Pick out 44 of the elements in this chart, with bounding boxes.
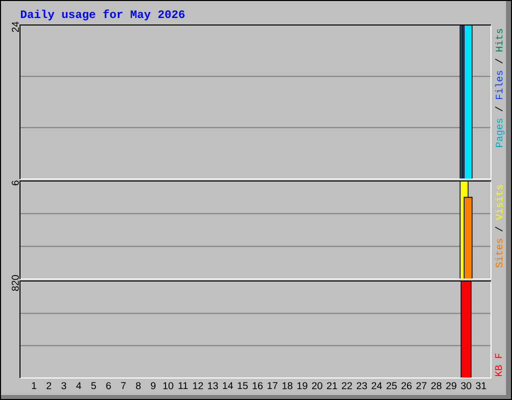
x-tick-label: 1 [32,382,36,390]
y-tick-label: 6 [12,180,19,186]
x-tick-label: 23 [356,382,367,390]
x-tick-label: 17 [268,382,278,390]
x-tick-label: 13 [208,382,218,390]
x-tick-label: 5 [91,382,96,390]
text: Sites [495,238,503,268]
x-tick-label: 21 [326,382,338,390]
x-tick-label: 10 [163,382,174,390]
text: Files [495,70,503,99]
x-tick-label: 26 [401,382,412,390]
text: KB F [495,354,502,376]
x-tick-label: 22 [342,382,352,390]
x-tick-label: 4 [76,382,82,390]
text: Hits [495,29,503,52]
x-tick-label: 28 [431,382,442,390]
text: Visits [495,185,503,220]
x-tick-label: 18 [282,382,292,390]
x-tick-label: 12 [193,382,203,390]
x-tick-label: 24 [372,382,382,390]
x-tick-label: 29 [446,382,456,390]
x-tick-label: 19 [297,382,308,390]
text: / [495,58,503,64]
text: / [495,106,503,112]
x-tick-label: 7 [121,382,126,390]
x-tick-label: 6 [106,382,111,390]
x-tick-label: 11 [178,382,188,390]
text: / [495,226,503,232]
x-tick-label: 8 [136,382,141,390]
x-tick-label: 27 [416,382,426,390]
x-tick-label: 25 [386,382,397,390]
x-tick-label: 30 [460,382,472,390]
x-tick-label: 2 [46,382,52,390]
x-tick-label: 20 [312,382,322,390]
x-tick-label: 31 [476,382,486,390]
x-tick-label: 16 [252,382,263,390]
text: Pages [496,118,504,147]
x-tick-label: 14 [222,382,233,390]
y-tick-label: 24 [12,22,19,32]
y-tick-label: 820 [12,275,19,291]
x-tick-label: 15 [238,382,248,390]
chart-title: Daily usage for May 2026 [20,10,185,20]
x-tick-label: 3 [61,382,66,390]
x-tick-label: 9 [150,382,156,390]
